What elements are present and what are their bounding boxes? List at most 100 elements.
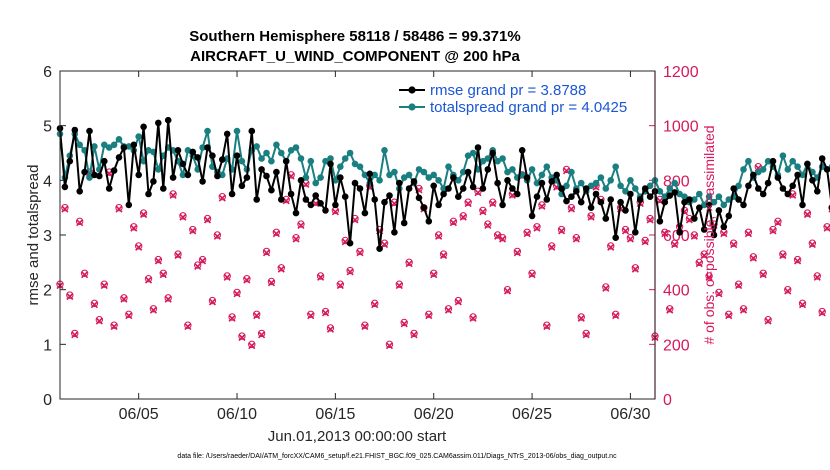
rmse-point [219,156,226,163]
obs-assimilated-point [479,208,487,216]
obs-possible-point [100,280,108,288]
obs-assimilated-point [297,221,305,229]
totalspread-point [764,157,772,165]
obs-possible-point [439,250,448,258]
obs-possible-point [425,310,433,318]
obs-possible-point [385,340,394,349]
rmse-point [278,196,285,203]
obs-possible-point [670,239,679,247]
obs-assimilated-point [572,235,580,243]
obs-possible-point [125,310,133,318]
obs-possible-point [818,307,826,316]
obs-possible-point [272,228,281,236]
obs-assimilated-point [346,268,354,276]
rmse-point [627,190,634,198]
rmse-point [405,185,413,192]
obs-possible-point [130,223,138,231]
totalspread-point [617,182,624,190]
totalspread-point [759,166,767,173]
obs-assimilated-point [130,224,138,232]
totalspread-point [479,157,487,165]
obs-assimilated-point [213,232,221,240]
rmse-point [420,204,428,211]
totalspread-point [317,174,324,181]
obs-possible-point [66,291,74,299]
obs-possible-point [705,272,713,280]
rmse-point [720,223,728,231]
obs-possible-point [725,310,733,318]
rmse-point [523,174,531,181]
obs-assimilated-point [813,273,821,281]
x-tick-label: 06/10 [217,406,257,423]
rmse-point [61,183,69,191]
totalspread-point [735,182,742,190]
rmse-point [135,171,142,179]
obs-assimilated-point [380,241,389,249]
obs-possible-point [631,264,640,272]
totalspread-point [504,168,511,176]
obs-assimilated-point [361,323,369,331]
obs-assimilated-point [725,312,733,320]
obs-possible-point [533,223,541,231]
obs-possible-point [700,250,708,258]
obs-assimilated-point [174,251,182,260]
rmse-point [612,234,619,241]
rmse-point [396,179,403,187]
obs-possible-point [764,316,772,324]
obs-possible-point [189,225,197,234]
totalspread-point [577,179,585,187]
obs-assimilated-point [626,235,634,243]
rmse-point [317,200,324,207]
y-axis-label: rmse and totalspread [25,165,42,306]
obs-assimilated-point [120,295,128,303]
obs-assimilated-point [61,205,69,213]
obs-possible-point [297,220,305,228]
rmse-point [774,174,782,181]
rmse-point [818,155,826,162]
rmse-point [499,201,506,209]
rmse-point [214,172,221,180]
obs-possible-point [316,272,325,280]
obs-possible-point [159,269,167,277]
obs-possible-point [582,329,590,338]
obs-assimilated-point [469,314,477,322]
y-tick-label: 3 [43,228,52,245]
rmse-point [528,212,536,220]
obs-possible-point [543,321,551,329]
totalspread-point [671,179,678,187]
rmse-point [346,239,354,247]
totalspread-point [794,163,801,170]
rmse-point [150,178,157,185]
y2-axis-label: # of obs: o=possible; ×=assimilated [701,125,717,344]
obs-assimilated-point [90,301,98,309]
obs-assimilated-point [498,235,507,243]
obs-possible-point [292,234,300,242]
rmse-point [607,196,614,203]
obs-assimilated-point [189,227,197,235]
obs-assimilated-point [223,273,231,281]
rmse-point [577,198,585,206]
obs-possible-point [223,272,231,280]
obs-possible-point [769,225,777,234]
obs-possible-point [607,242,615,250]
obs-assimilated-point [489,200,497,208]
totalspread-point [268,157,275,165]
y-tick-label: 6 [43,64,52,81]
obs-assimilated-point [818,309,826,317]
totalspread-point [425,174,433,181]
obs-assimilated-point [582,331,590,339]
obs-possible-point [356,247,364,256]
obs-possible-point [734,280,743,288]
obs-assimilated-point [336,282,344,290]
obs-assimilated-point [794,257,802,265]
obs-possible-point [400,318,408,327]
totalspread-point [86,174,93,181]
totalspread-point [199,144,206,151]
obs-assimilated-point [798,301,807,309]
obs-assimilated-point [164,295,172,303]
totalspread-point [420,168,428,176]
obs-possible-point [321,307,330,316]
obs-assimilated-point [203,216,212,224]
obs-assimilated-point [66,292,74,301]
data-file-footnote: data file: /Users/raeder/DAI/ATM_forcXX/… [177,453,617,460]
